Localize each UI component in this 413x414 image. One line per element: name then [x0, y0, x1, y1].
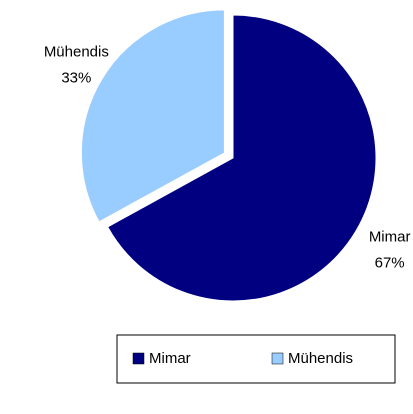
pie-slice — [107, 14, 377, 302]
legend-label: Mimar — [149, 350, 191, 367]
legend-label: Mühendis — [288, 350, 353, 367]
slice-value-label: 67% — [375, 255, 405, 272]
slice-category-label: Mimar — [369, 229, 411, 246]
slice-category-label: Mühendis — [44, 43, 109, 60]
legend-swatch — [132, 352, 145, 365]
slice-value-label: 33% — [61, 69, 91, 86]
legend-box — [116, 334, 396, 384]
legend-swatch — [271, 352, 284, 365]
pie-slice — [80, 9, 225, 223]
